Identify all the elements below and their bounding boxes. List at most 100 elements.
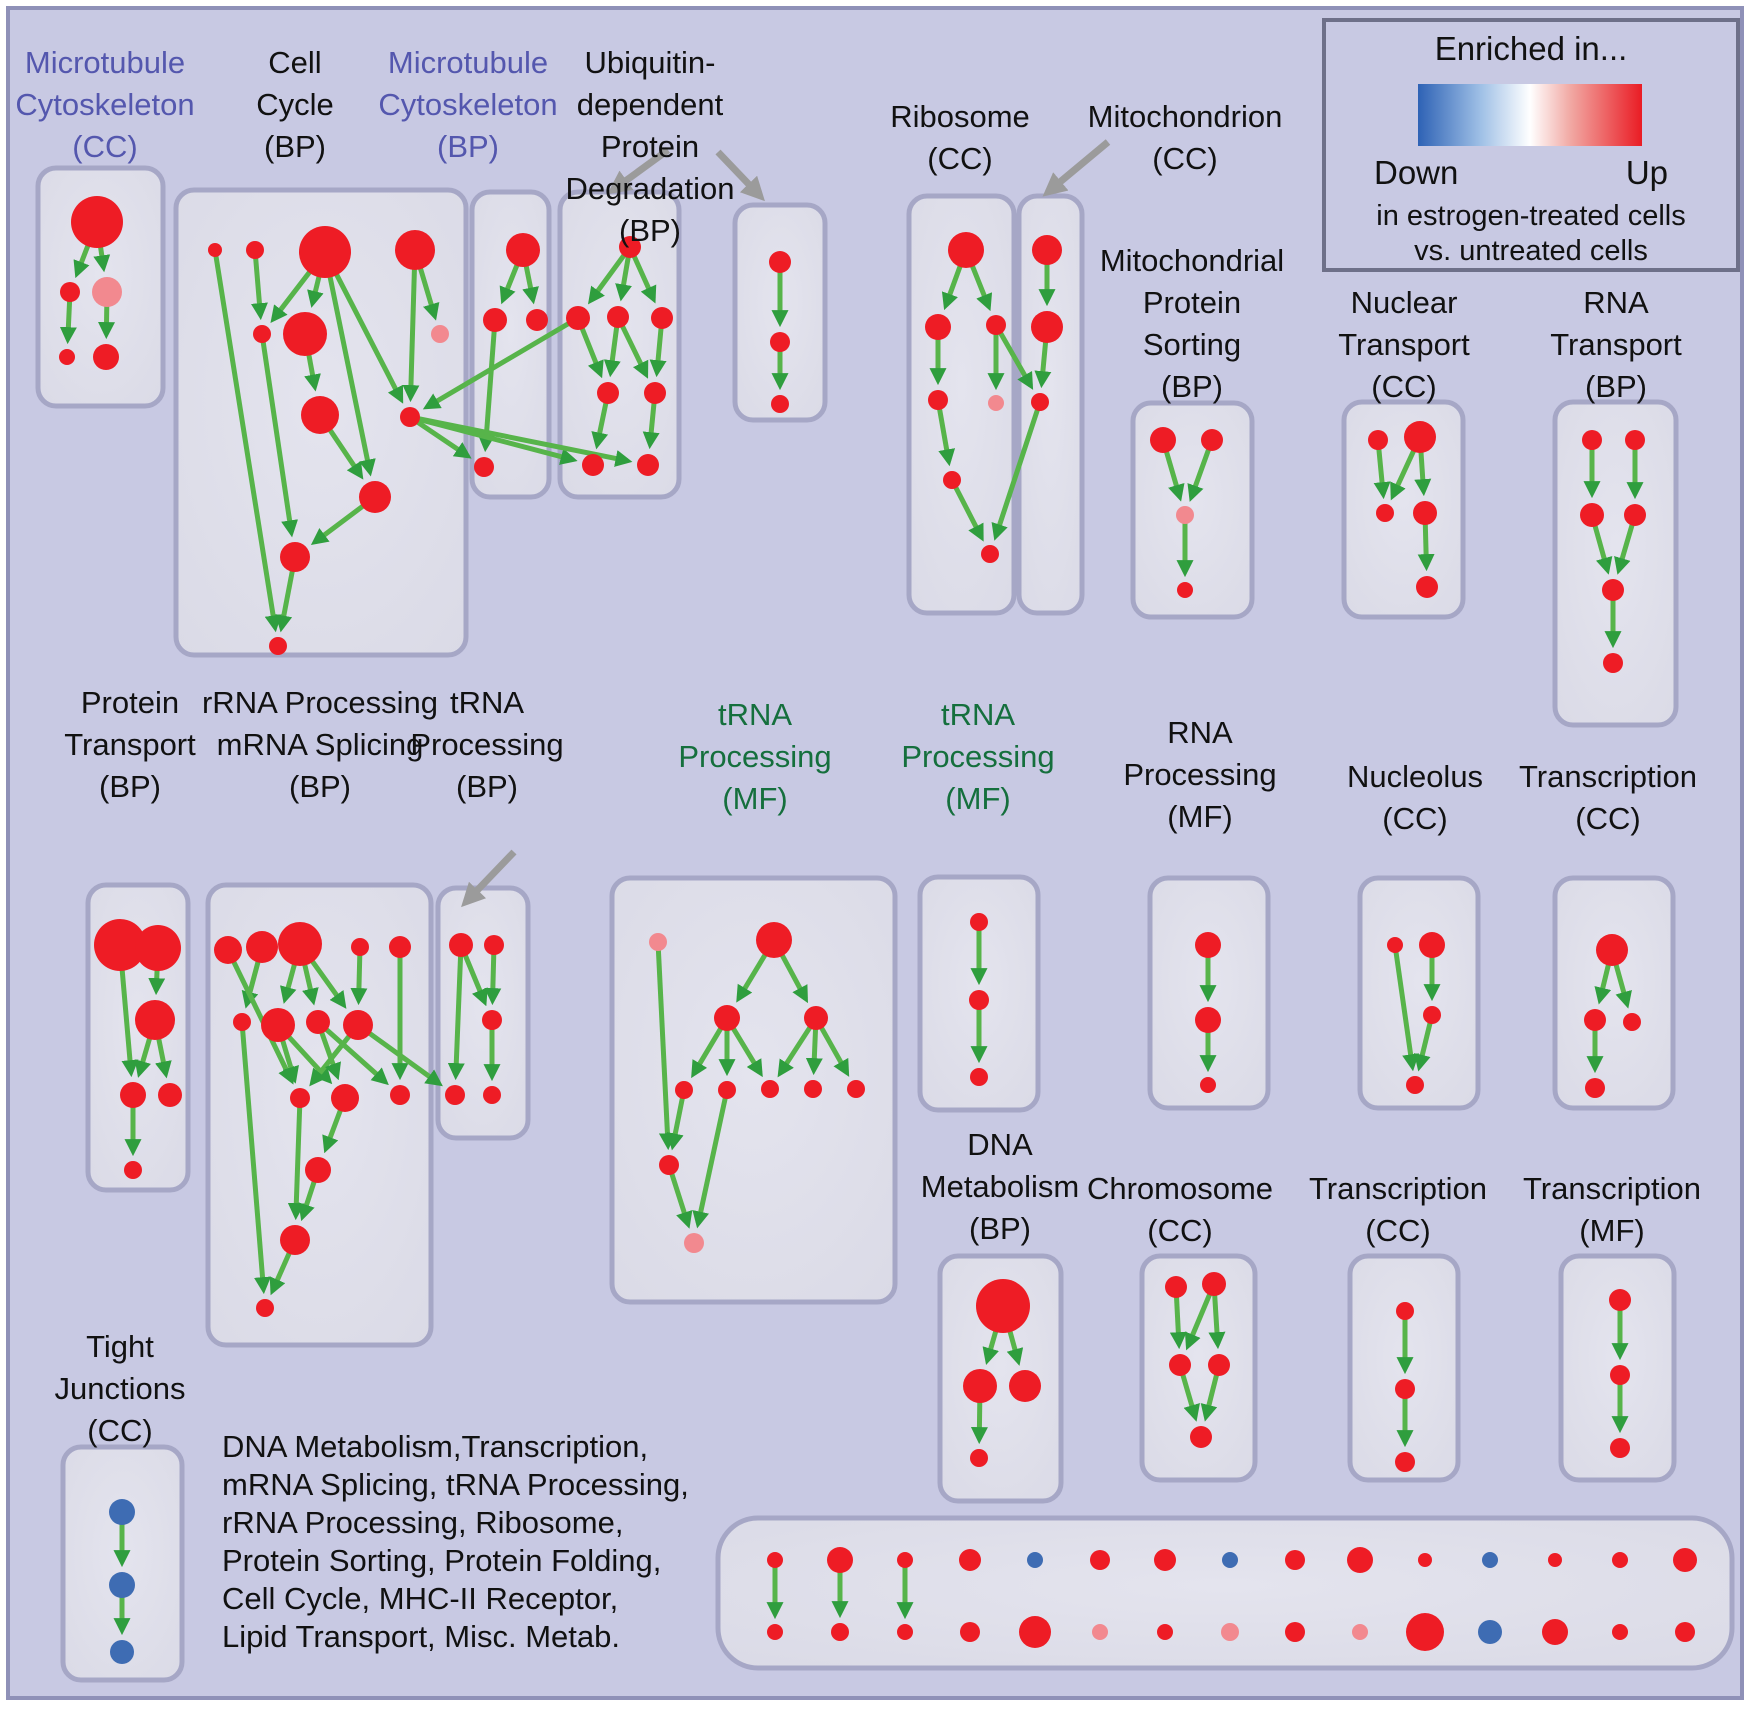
go-term-node (566, 306, 590, 330)
go-term-node (1542, 1619, 1568, 1645)
cluster-label-protein-transport-bp: (BP) (99, 769, 161, 804)
go-term-node (1396, 1302, 1414, 1320)
go-term-node (1623, 1013, 1641, 1031)
go-term-node (351, 938, 369, 956)
go-term-node (1285, 1622, 1305, 1642)
cluster-label-cell-cycle-bp: Cycle (256, 87, 334, 122)
cluster-label-rna-processing-mf: RNA (1167, 715, 1233, 750)
go-term-node (1395, 1379, 1415, 1399)
go-term-node (331, 1084, 359, 1112)
hierarchy-edge (447, 953, 465, 1081)
go-term-node (278, 922, 322, 966)
go-term-node (769, 251, 791, 273)
hierarchy-edge (402, 263, 420, 403)
go-term-node (135, 1000, 175, 1040)
hierarchy-edge (306, 955, 347, 1009)
go-term-node (1423, 1006, 1441, 1024)
hierarchy-edge (499, 260, 521, 305)
cluster-label-ubiquitin-bp: Degradation (566, 171, 735, 206)
go-term-node (637, 454, 659, 476)
go-term-node (1177, 582, 1193, 598)
cluster-label-microtubule-cc: Cytoskeleton (15, 87, 194, 122)
cluster-label-ribosome-cc: (CC) (927, 141, 992, 176)
go-term-node (135, 925, 181, 971)
go-term-node (1202, 1272, 1226, 1296)
hierarchy-edge (416, 262, 440, 321)
hierarchy-edge (155, 1033, 172, 1079)
cluster-label-nuclear-transport-cc: Nuclear (1351, 285, 1458, 320)
go-term-node (120, 1082, 146, 1108)
go-term-node (395, 230, 435, 270)
go-term-node (970, 1449, 988, 1467)
go-term-node (619, 236, 641, 258)
legend-title: Enriched in... (1434, 30, 1628, 67)
go-term-node (1413, 501, 1437, 525)
legend-subtitle-line1: in estrogen-treated cells (1376, 200, 1686, 232)
hierarchy-edge (952, 484, 984, 542)
hierarchy-edge (692, 1095, 729, 1229)
go-term-node (988, 395, 1004, 411)
hierarchy-edge (1390, 446, 1418, 501)
hierarchy-edge (649, 325, 667, 378)
go-term-node (1032, 235, 1062, 265)
go-term-node (60, 282, 80, 302)
cluster-label-nucleolus-cc: (CC) (1382, 801, 1447, 836)
go-term-node (1482, 1552, 1498, 1568)
go-term-node (1195, 932, 1221, 958)
hierarchy-edge (318, 1029, 341, 1081)
hierarchy-edge (1417, 521, 1435, 572)
go-term-node (208, 243, 222, 257)
cluster-box-dna-metabolism-bp (937, 1253, 1064, 1504)
go-term-node (280, 542, 310, 572)
hierarchy-edge (615, 254, 632, 302)
go-term-node (659, 1155, 679, 1175)
go-term-node (449, 933, 473, 957)
cluster-label-nuclear-transport-cc: (CC) (1371, 369, 1436, 404)
go-term-node (1352, 1624, 1368, 1640)
hierarchy-edge (777, 1023, 814, 1078)
cluster-box-misc-clusters-strip (715, 1515, 1735, 1671)
go-term-node (390, 1085, 410, 1105)
cluster-label-microtubule-bp: Microtubule (388, 45, 548, 80)
go-term-node (1404, 421, 1436, 453)
hierarchy-edge (991, 407, 1041, 541)
cluster-label-transcription-cc-1: (CC) (1575, 801, 1640, 836)
cluster-label-trna-processing-mf-1: Processing (678, 739, 831, 774)
go-term-node (526, 309, 548, 331)
go-term-node (301, 396, 339, 434)
go-term-node (1673, 1548, 1697, 1572)
ubiquitin-right-pointer-icon (715, 149, 765, 202)
legend-down-label: Down (1374, 154, 1459, 191)
cluster-label-transcription-cc-1: Transcription (1519, 759, 1697, 794)
go-term-node (92, 277, 122, 307)
go-term-node (269, 637, 287, 655)
go-term-node (1176, 506, 1194, 524)
go-term-node (305, 1157, 331, 1183)
go-term-node (158, 1083, 182, 1107)
hierarchy-edge (325, 424, 364, 480)
caption-line: mRNA Splicing, tRNA Processing, (222, 1467, 689, 1502)
go-term-node (1395, 1452, 1415, 1472)
cluster-label-mitochondrion-cc: Mitochondrion (1088, 99, 1283, 134)
hierarchy-edge (1414, 1020, 1433, 1072)
go-term-node (214, 936, 242, 964)
go-term-node (761, 1080, 779, 1098)
cluster-box-microtubule-bp (469, 189, 552, 500)
go-term-node (256, 1299, 274, 1317)
cluster-label-mito-protein-sorting-bp: Protein (1143, 285, 1241, 320)
go-term-node (970, 913, 988, 931)
hierarchy-edge (666, 1095, 686, 1151)
go-term-node (94, 919, 146, 971)
cluster-label-rrna-mrna-bp: mRNA Splicing (217, 727, 424, 762)
go-term-node (306, 1010, 330, 1034)
go-term-node (253, 325, 271, 343)
go-term-node (644, 382, 666, 404)
go-term-node (756, 922, 792, 958)
hierarchy-edge (522, 261, 539, 305)
cluster-label-trna-processing-mf-2: (MF) (945, 781, 1010, 816)
go-term-node (1603, 653, 1623, 673)
go-term-node (1195, 1007, 1221, 1033)
go-term-node (445, 1085, 465, 1105)
cluster-label-microtubule-bp: (BP) (437, 129, 499, 164)
